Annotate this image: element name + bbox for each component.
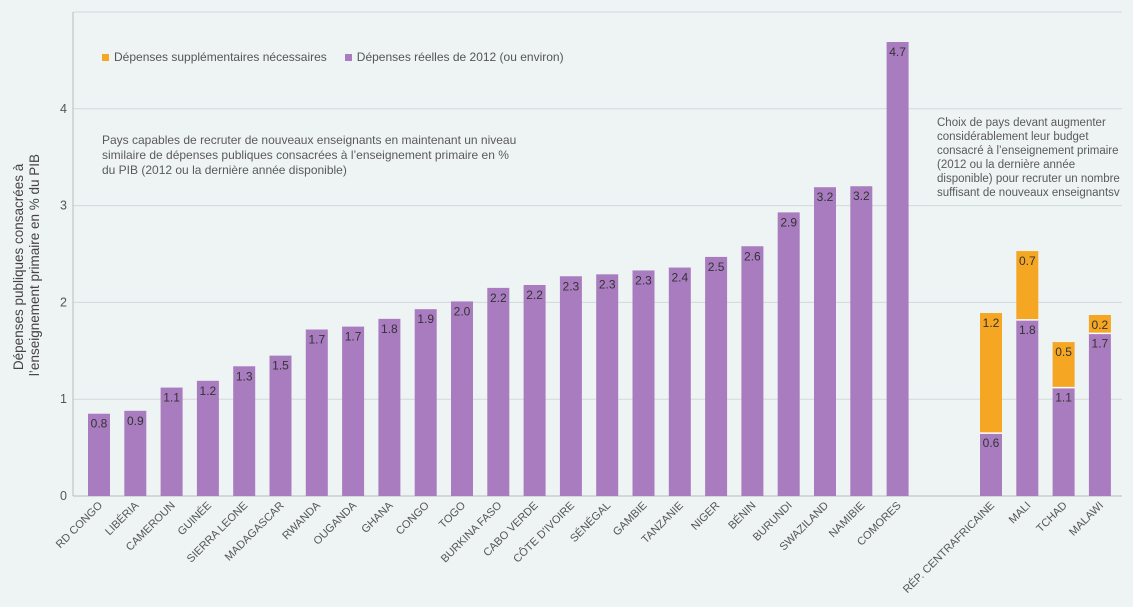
bar-actual [487,287,510,496]
data-label-actual: 2.3 [635,273,652,287]
bar-actual [980,433,1002,496]
x-tick-label: RÉP. CENTRAFRICAINE [900,499,997,596]
data-label-actual: 1.3 [236,369,253,383]
data-label-actual: 1.8 [1019,323,1036,337]
data-label-actual: 0.8 [91,417,108,431]
y-tick-labels: 0 1 2 3 4 [60,102,67,503]
annotation-group-2: Choix de pays devant augmenter considéra… [937,117,1120,199]
data-label-additional: 0.2 [1092,318,1109,332]
bar-actual [233,366,256,496]
bar-actual [414,309,437,496]
y-tick-label: 4 [60,102,67,116]
bar-actual [814,187,836,496]
data-label-actual: 1.8 [381,322,398,336]
bar-actual [269,355,292,496]
x-tick-label: MALAWI [1067,500,1106,539]
x-tick-label: CÔTE D'IVOIRE [511,499,577,565]
y-tick-label: 2 [60,295,67,309]
data-label-actual: 2.2 [490,291,507,305]
bar-additional [1088,314,1111,334]
data-label-actual: 1.9 [417,312,434,326]
x-tick-label: RD CONGO [54,499,106,551]
data-label-actual: 2.4 [671,271,688,285]
data-label-actual: 2.0 [454,304,471,318]
bar-actual [160,387,183,496]
annotation-group-1: Pays capables de recruter de nouveaux en… [102,133,517,177]
y-tick-label: 1 [60,392,67,406]
bar-actual [668,267,691,496]
bar-additional [980,313,1002,434]
data-label-actual: 1.2 [200,384,217,398]
bar-actual [741,246,764,496]
data-label-actual: 1.1 [163,391,180,405]
data-label-actual: 2.3 [599,277,616,291]
data-label-actual: 1.7 [1092,336,1109,350]
legend-swatch-additional [102,53,109,61]
bar-actual [88,413,110,496]
legend-label-additional: Dépenses supplémentaires nécessaires [114,50,327,64]
data-label-additional: 0.5 [1055,345,1072,359]
data-label-actual: 2.3 [563,279,580,293]
bar-actual [850,186,873,497]
data-label-actual: 0.9 [127,414,144,428]
data-label-actual: 2.9 [780,215,797,229]
bar-actual [523,284,546,496]
x-tick-label: BÉNIN [726,499,759,532]
data-label-actual: 4.7 [889,45,906,59]
bar-actual [451,301,473,496]
bar-actual [342,326,365,496]
legend: Dépenses supplémentaires nécessaires Dép… [102,50,582,64]
legend-label-actual: Dépenses réelles de 2012 (ou environ) [356,50,564,64]
bar-actual [1088,333,1111,496]
bar-additional [1016,251,1039,320]
bar-actual [305,329,328,496]
data-label-actual: 1.1 [1055,391,1072,405]
bar-actual [1016,319,1039,496]
data-label-actual: 2.5 [708,260,725,274]
legend-swatch-actual [344,53,352,61]
bar-actual [777,212,800,496]
data-label-actual: 3.2 [853,189,870,203]
data-label-actual: 0.6 [983,436,1000,450]
data-label-additional: 0.7 [1019,254,1036,268]
bar-actual [378,318,401,496]
y-axis-title: Dépenses publiques consacrées à l’enseig… [11,154,42,376]
y-axis-title-line-1: Dépenses publiques consacrées à [11,163,26,370]
data-label-actual: 2.2 [526,288,543,302]
bar-actual [124,410,147,496]
y-tick-label: 3 [60,199,67,213]
y-tick-label: 0 [60,489,67,503]
legend-item-additional: Dépenses supplémentaires nécessaires [102,50,327,64]
x-tick-label: NIGER [689,500,722,533]
bar-actual [705,256,728,496]
bar-actual [596,274,619,496]
x-tick-label: TCHAD [1034,500,1069,535]
y-axis-title-line-2: l’enseignement primaire en % du PIB [27,154,42,376]
bar-actual [559,276,582,496]
data-label-actual: 1.7 [345,330,362,344]
x-tick-label: CONGO [394,499,432,537]
bar-actual [632,270,655,496]
bar-additional [1052,342,1075,388]
bar-actual [196,380,219,496]
x-tick-label: GHANA [359,499,396,536]
data-label-actual: 1.5 [272,359,289,373]
data-label-actual: 2.6 [744,249,761,263]
data-label-additional: 1.2 [983,316,1000,330]
legend-item-actual: Dépenses réelles de 2012 (ou environ) [344,50,564,64]
data-label-actual: 1.7 [308,333,325,347]
x-tick-label: TOGO [437,499,469,531]
bars: 0.8 0.9 1.1 1.2 1.3 1.5 1.7 1.7 1.8 1.9 2.0 2.2 2.2 2… [88,42,1111,497]
bar-actual [1052,387,1075,496]
data-label-actual: 3.2 [817,190,834,204]
bar-actual [886,42,909,497]
x-tick-label: MALI [1007,500,1034,527]
